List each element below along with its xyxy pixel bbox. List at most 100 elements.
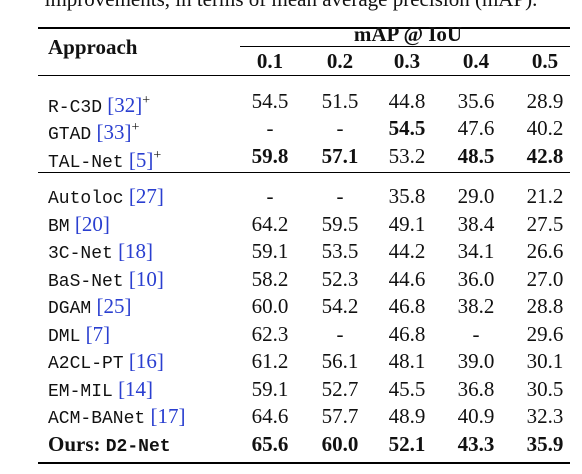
value-cell: 28.8: [526, 294, 564, 318]
value-cell: 52.7: [321, 377, 359, 401]
value-cell: 58.2: [251, 267, 289, 291]
value-cell: -: [336, 322, 344, 346]
group-rule: [240, 46, 570, 47]
value-cell: 30.1: [526, 349, 564, 373]
value-cell: 59.1: [251, 239, 289, 263]
method-name: D2-Net: [105, 437, 171, 457]
value-cell: 34.1: [457, 239, 495, 263]
value-cell: 36.8: [457, 377, 495, 401]
method-prefix: Ours:: [48, 432, 101, 456]
value-cell: 54.5: [388, 116, 426, 140]
value-cell: 36.0: [457, 267, 495, 291]
method-cell: DGAM [25]: [48, 294, 131, 321]
value-cell: 35.6: [457, 89, 495, 113]
method-cell: TAL-Net [5]+: [48, 144, 161, 175]
value-cell: 51.5: [321, 89, 359, 113]
citation: [17]: [150, 404, 186, 428]
value-cell: 48.5: [457, 144, 495, 168]
citation: [7]: [85, 322, 111, 346]
value-cell: 48.9: [388, 404, 426, 428]
value-cell: 40.9: [457, 404, 495, 428]
citation: [16]: [128, 349, 164, 373]
value-cell: 64.6: [251, 404, 289, 428]
method-name: TAL-Net: [48, 153, 124, 173]
threshold-header: 0.2: [326, 49, 354, 73]
bottom-rule: [38, 462, 570, 464]
superscript: +: [131, 120, 140, 135]
value-cell: -: [336, 184, 344, 208]
citation: [18]: [118, 239, 154, 263]
value-cell: 44.2: [388, 239, 426, 263]
value-cell: 32.3: [526, 404, 564, 428]
method-name: DGAM: [48, 299, 92, 319]
method-cell: EM-MIL [14]: [48, 377, 153, 404]
method-cell: R-C3D [32]+: [48, 89, 150, 120]
value-cell: 65.6: [251, 432, 289, 456]
citation: [25]: [96, 294, 132, 318]
citation: [10]: [128, 267, 164, 291]
citation: [33]: [96, 120, 132, 144]
citation: [5]: [128, 148, 154, 172]
value-cell: 29.0: [457, 184, 495, 208]
value-cell: 42.8: [526, 144, 564, 168]
value-cell: 28.9: [526, 89, 564, 113]
method-cell: Ours: D2-Net: [48, 432, 171, 459]
method-cell: BaS-Net [10]: [48, 267, 164, 294]
value-cell: 21.2: [526, 184, 564, 208]
header-rule: [38, 75, 570, 76]
method-name: BM: [48, 217, 70, 237]
threshold-header: 0.5: [531, 49, 559, 73]
citation: [27]: [128, 184, 164, 208]
value-cell: 35.8: [388, 184, 426, 208]
citation: [20]: [74, 212, 110, 236]
value-cell: 38.4: [457, 212, 495, 236]
value-cell: 60.0: [321, 432, 359, 456]
group-header: mAP @ IoU: [353, 22, 463, 46]
value-cell: 57.7: [321, 404, 359, 428]
method-cell: Autoloc [27]: [48, 184, 164, 211]
value-cell: 43.3: [457, 432, 495, 456]
value-cell: 48.1: [388, 349, 426, 373]
value-cell: 56.1: [321, 349, 359, 373]
value-cell: 54.2: [321, 294, 359, 318]
value-cell: 54.5: [251, 89, 289, 113]
approach-header: Approach: [48, 35, 138, 59]
method-cell: A2CL-PT [16]: [48, 349, 164, 376]
value-cell: -: [266, 116, 274, 140]
value-cell: 30.5: [526, 377, 564, 401]
method-cell: BM [20]: [48, 212, 110, 239]
threshold-header: 0.3: [393, 49, 421, 73]
value-cell: 60.0: [251, 294, 289, 318]
value-cell: 40.2: [526, 116, 564, 140]
value-cell: -: [266, 184, 274, 208]
value-cell: 57.1: [321, 144, 359, 168]
method-name: A2CL-PT: [48, 354, 124, 374]
value-cell: 47.6: [457, 116, 495, 140]
value-cell: 26.6: [526, 239, 564, 263]
value-cell: 62.3: [251, 322, 289, 346]
method-name: Autoloc: [48, 189, 124, 209]
value-cell: 46.8: [388, 294, 426, 318]
method-name: BaS-Net: [48, 272, 124, 292]
value-cell: 59.1: [251, 377, 289, 401]
value-cell: 61.2: [251, 349, 289, 373]
method-name: R-C3D: [48, 98, 103, 118]
method-name: DML: [48, 327, 81, 347]
value-cell: 44.8: [388, 89, 426, 113]
method-cell: DML [7]: [48, 322, 110, 349]
value-cell: 59.8: [251, 144, 289, 168]
value-cell: 35.9: [526, 432, 564, 456]
value-cell: 49.1: [388, 212, 426, 236]
value-cell: -: [472, 322, 480, 346]
value-cell: 44.6: [388, 267, 426, 291]
value-cell: -: [336, 116, 344, 140]
group-separator: [38, 172, 570, 173]
method-name: ACM-BANet: [48, 409, 146, 429]
value-cell: 46.8: [388, 322, 426, 346]
value-cell: 27.0: [526, 267, 564, 291]
citation: [14]: [118, 377, 154, 401]
threshold-header: 0.1: [256, 49, 284, 73]
superscript: +: [153, 148, 162, 163]
value-cell: 53.2: [388, 144, 426, 168]
